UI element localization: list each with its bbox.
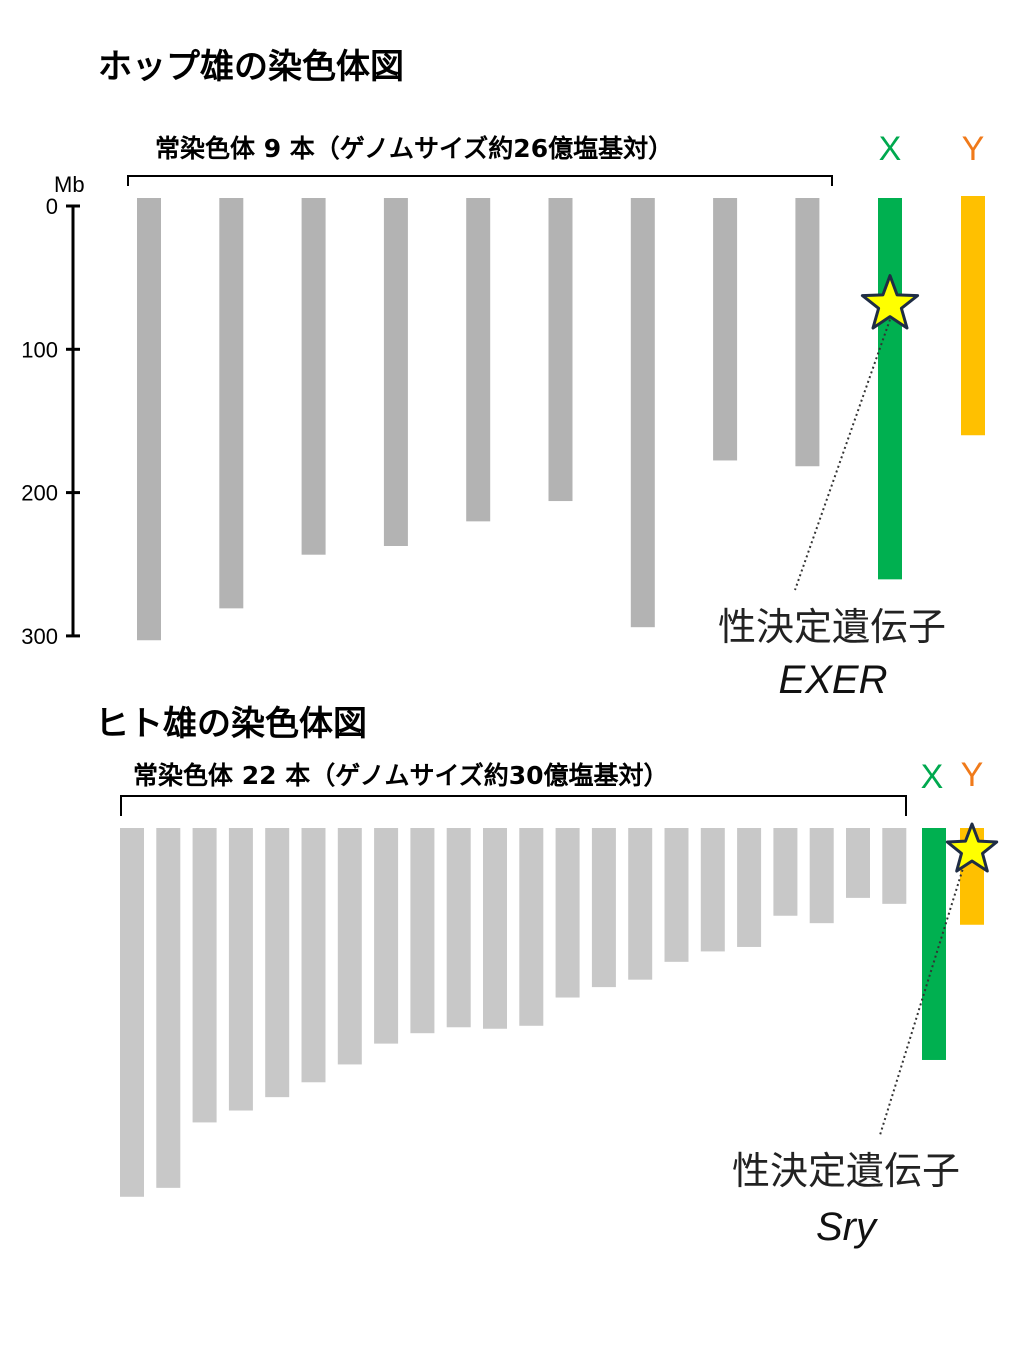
axis-tick-label: 0: [46, 194, 58, 219]
human-autosome-bar: [882, 828, 907, 904]
hop-autosome-bar: [301, 198, 326, 555]
hop-y-chromosome-bar: [961, 196, 985, 436]
human-autosome-bar: [483, 828, 507, 1029]
human-autosome-bar: [265, 828, 290, 1098]
hop-autosome-bracket: [127, 175, 833, 186]
human-autosome-bar: [773, 828, 798, 916]
hop-gene-name: EXER: [779, 658, 888, 702]
human-x-label: X: [921, 758, 944, 796]
human-autosome-bar: [228, 828, 253, 1111]
hop-autosome-bar: [795, 198, 820, 467]
mb-axis: Mb 0 100 200 300: [21, 172, 84, 649]
human-autosome-bracket: [120, 795, 907, 816]
axis-tick-label: 100: [21, 337, 58, 362]
human-autosome-bar: [156, 828, 181, 1188]
hop-autosome-bar: [630, 198, 655, 628]
hop-autosome-bar: [713, 198, 738, 461]
hop-x-chromosome-bar: [878, 198, 902, 580]
human-autosome-bar: [374, 828, 399, 1044]
human-autosome-bar: [809, 828, 834, 924]
human-y-label: Y: [961, 756, 984, 794]
hop-gene-star-icon: [860, 274, 920, 330]
human-title: ヒト雄の染色体図: [95, 704, 367, 744]
hop-autosome-bar: [137, 198, 161, 641]
hop-autosome-bar: [219, 198, 244, 609]
human-gene-name: Sry: [816, 1205, 879, 1249]
axis-unit-label: Mb: [54, 172, 85, 197]
human-autosome-bar: [120, 828, 144, 1197]
hop-title: ホップ雄の染色体図: [98, 47, 404, 87]
hop-y-label: Y: [962, 130, 985, 168]
human-chromosomes: [120, 822, 999, 1197]
hop-autosome-bar: [548, 198, 573, 502]
human-gene-star-icon: [945, 822, 999, 873]
hop-chromosomes: [137, 196, 985, 641]
human-autosome-bar: [410, 828, 435, 1034]
hop-autosome-label: 常染色体 9 本（ゲノムサイズ約26億塩基対）: [155, 134, 673, 163]
axis-tick-label: 300: [21, 624, 58, 649]
human-autosome-bar: [628, 828, 653, 980]
human-autosome-bar: [700, 828, 725, 952]
human-autosome-bar: [591, 828, 616, 988]
human-autosome-bar: [337, 828, 362, 1065]
hop-gene-label: 性決定遺伝子: [718, 605, 946, 649]
human-gene-label: 性決定遺伝子: [732, 1149, 960, 1193]
hop-autosome-bar: [383, 198, 408, 546]
human-autosome-label: 常染色体 22 本（ゲノムサイズ約30億塩基対）: [133, 761, 669, 790]
human-autosome-bar: [555, 828, 580, 998]
human-autosome-bar: [846, 828, 870, 898]
hop-autosome-bar: [466, 198, 491, 522]
human-autosome-bar: [192, 828, 217, 1123]
human-autosome-bar: [737, 828, 762, 947]
axis-tick-label: 200: [21, 481, 58, 506]
human-autosome-bar: [301, 828, 326, 1083]
hop-x-label: X: [879, 130, 902, 168]
human-autosome-bar: [446, 828, 471, 1028]
human-x-chromosome-bar: [922, 828, 946, 1060]
human-autosome-bar: [664, 828, 689, 962]
human-gene-pointer-line: [879, 864, 965, 1136]
human-autosome-bar: [519, 828, 544, 1026]
